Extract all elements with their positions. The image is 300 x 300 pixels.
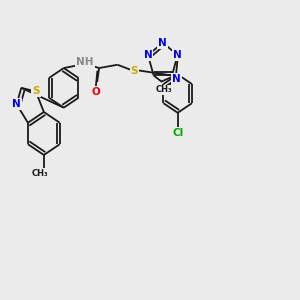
Text: N: N bbox=[144, 50, 152, 60]
Text: O: O bbox=[91, 87, 100, 97]
Text: N: N bbox=[12, 99, 21, 109]
Text: N: N bbox=[173, 50, 182, 60]
Text: NH: NH bbox=[76, 57, 94, 67]
Text: N: N bbox=[158, 38, 167, 48]
Text: N: N bbox=[172, 74, 181, 84]
Text: CH₃: CH₃ bbox=[31, 169, 48, 178]
Text: S: S bbox=[131, 66, 138, 76]
Text: CH₃: CH₃ bbox=[156, 85, 172, 94]
Text: S: S bbox=[32, 86, 40, 96]
Text: Cl: Cl bbox=[172, 128, 183, 138]
